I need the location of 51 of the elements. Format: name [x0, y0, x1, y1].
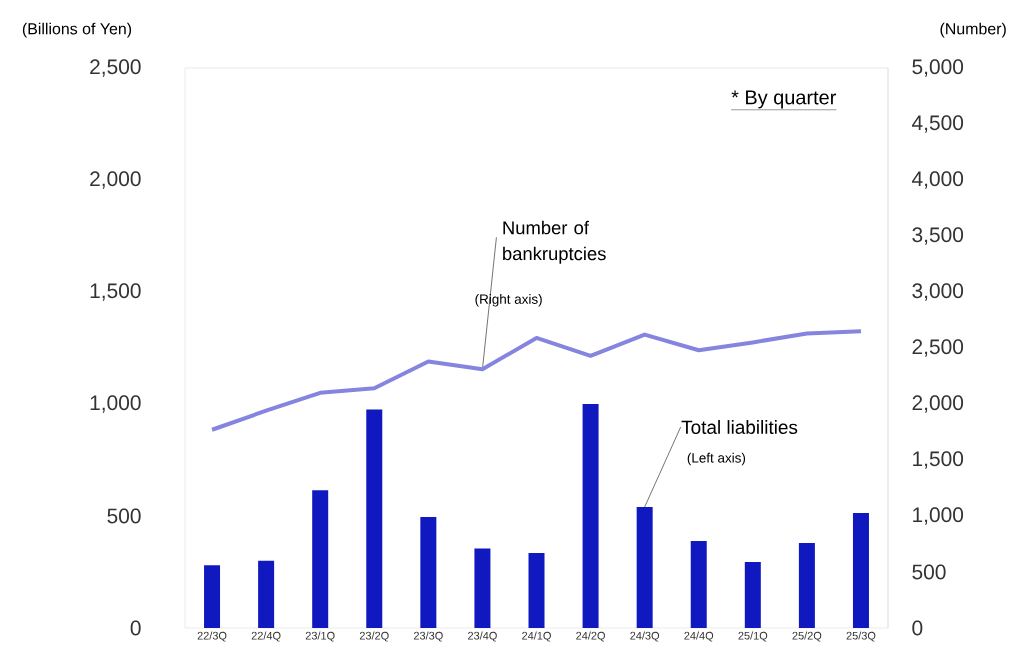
- annotation: (Right axis): [475, 294, 542, 307]
- y2-tick-label: 1,500: [913, 451, 964, 469]
- x-tick-label: 24/1Q: [522, 631, 551, 642]
- y2-axis-title: (Number): [940, 22, 1006, 38]
- x-tick-label: 23/4Q: [468, 631, 497, 642]
- x-tick-label: 23/2Q: [359, 631, 389, 642]
- y2-tick-label: 4,500: [912, 115, 964, 133]
- x-tick-label: 25/2Q: [792, 631, 822, 642]
- bar: [366, 409, 383, 628]
- annotation: (Left axis): [687, 452, 746, 466]
- y2-tick-label: 0: [912, 620, 923, 636]
- x-tick-label: 25/1Q: [738, 631, 768, 642]
- bar: [420, 517, 437, 628]
- bar: [690, 541, 707, 628]
- y2-tick-label: 500: [912, 564, 946, 580]
- bar: [528, 552, 545, 628]
- annotation: * By quarter: [731, 90, 836, 109]
- x-tick-label: 23/3Q: [413, 631, 443, 642]
- bar: [582, 404, 599, 628]
- y-tick-label: 2,000: [90, 171, 141, 189]
- x-tick-label: 24/2Q: [576, 631, 605, 642]
- bar: [852, 513, 869, 628]
- x-tick-label: 22/3Q: [197, 631, 227, 642]
- y2-tick-label: 2,000: [912, 395, 964, 413]
- y2-tick-label: 3,000: [912, 283, 964, 301]
- annotation: Number of bankruptcies: [503, 220, 606, 264]
- y-tick-label: 1,000: [90, 395, 141, 413]
- bar: [636, 507, 653, 628]
- y2-tick-label: 4,000: [912, 171, 964, 189]
- annotation: Total liabilities: [681, 420, 798, 434]
- y-axis-title: (Billions of Yen): [22, 22, 132, 38]
- x-tick-label: 23/1Q: [305, 631, 335, 642]
- x-tick-label: 24/3Q: [630, 631, 660, 642]
- line-series: [210, 329, 863, 432]
- y-tick-label: 0: [130, 620, 141, 636]
- y2-tick-label: 1,000: [913, 507, 964, 525]
- bar: [798, 542, 815, 628]
- y2-tick-label: 5,000: [912, 59, 964, 77]
- x-tick-label: 22/4Q: [251, 631, 281, 642]
- bar: [204, 565, 221, 628]
- bar: [312, 490, 329, 628]
- x-tick-label: 24/4Q: [684, 631, 714, 642]
- y-tick-label: 1,500: [90, 283, 141, 301]
- bar: [474, 548, 491, 628]
- bar: [258, 560, 275, 628]
- y2-tick-label: 3,500: [912, 227, 964, 245]
- x-tick-label: 25/3Q: [846, 631, 876, 642]
- y2-tick-label: 2,500: [912, 339, 964, 357]
- y-tick-label: 500: [107, 508, 141, 524]
- bar: [744, 561, 761, 628]
- y-tick-label: 2,500: [90, 59, 141, 77]
